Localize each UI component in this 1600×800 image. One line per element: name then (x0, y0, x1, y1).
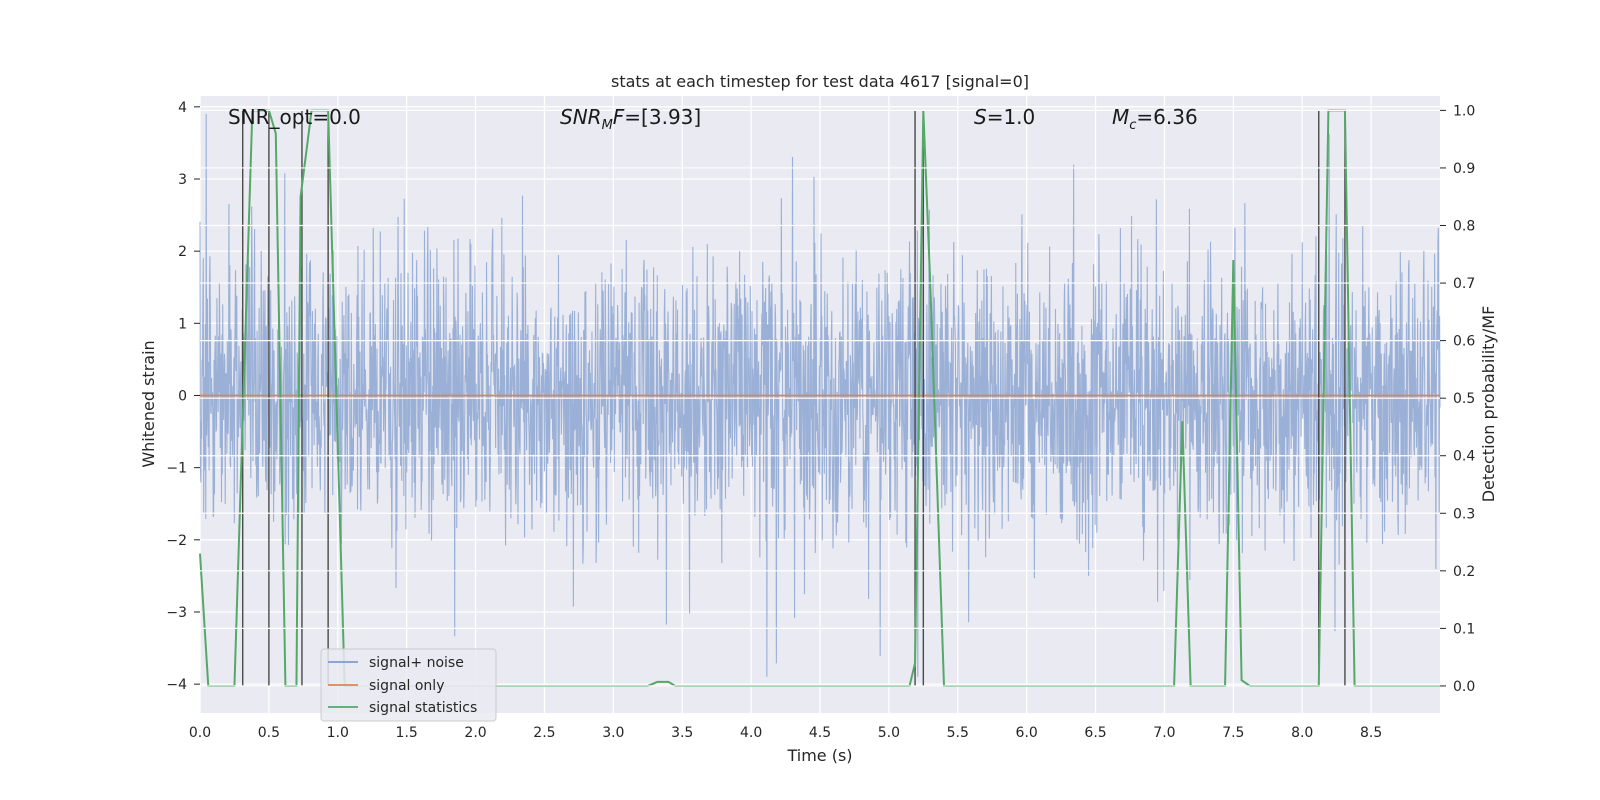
y2-tick-label: 0.9 (1453, 161, 1475, 177)
y-tick-label: −4 (166, 677, 187, 693)
y2-tick-label: 0.4 (1453, 449, 1475, 465)
y2-tick-label: 1.0 (1453, 103, 1475, 119)
x-tick-label: 1.0 (327, 725, 349, 741)
legend-label-signal-only: signal only (369, 678, 444, 694)
legend-label-signal-noise: signal+ noise (369, 655, 464, 671)
x-tick-label: 2.5 (533, 725, 555, 741)
y-tick-label: −3 (166, 605, 187, 621)
y2-tick-label: 0.8 (1453, 219, 1475, 235)
x-tick-label: 7.0 (1153, 725, 1175, 741)
y-tick-label: 2 (178, 244, 187, 260)
x-tick-label: 3.5 (671, 725, 693, 741)
y-tick-label: 0 (178, 388, 187, 404)
x-tick-label: 1.5 (396, 725, 418, 741)
chart-title: stats at each timestep for test data 461… (611, 72, 1029, 91)
legend-box (320, 648, 497, 722)
y2-tick-label: 0.6 (1453, 334, 1475, 350)
x-tick-label: 4.5 (809, 725, 831, 741)
series-signal-noise (199, 114, 1441, 677)
y2-grid (200, 109, 1440, 687)
x-tick-label: 5.0 (878, 725, 900, 741)
y2-tick-label: 0.3 (1453, 506, 1475, 522)
axis-ticks: 0.0 0.5 1.0 1.5 2.0 2.5 3.0 3.5 4.0 4.5 5.0 5.5 6.0 6… (166, 100, 1475, 741)
y-tick-label: −2 (166, 533, 187, 549)
x-tick-label: 7.5 (1222, 725, 1244, 741)
x-tick-label: 5.5 (947, 725, 969, 741)
y2-tick-label: 0.7 (1453, 276, 1475, 292)
x-tick-label: 8.5 (1360, 725, 1382, 741)
y-tick-label: −1 (166, 461, 187, 477)
x-tick-label: 8.0 (1291, 725, 1313, 741)
y-axis-label: Whitened strain (139, 340, 158, 467)
x-tick-label: 6.5 (1084, 725, 1106, 741)
legend: signal+ noise signal only signal statist… (320, 648, 497, 722)
legend-label-signal-statistics: signal statistics (369, 700, 477, 716)
y2-tick-label: 0.1 (1453, 621, 1475, 637)
annotation-s: S=1.0 (974, 105, 1035, 129)
annotation-mc: Mc=6.36 (1112, 105, 1198, 133)
x-tick-label: 4.0 (740, 725, 762, 741)
x-tick-label: 2.0 (464, 725, 486, 741)
signal-noise-line (199, 114, 1441, 677)
x-tick-label: 0.0 (189, 725, 211, 741)
x-tick-label: 3.0 (602, 725, 624, 741)
x-tick-label: 6.0 (1016, 725, 1038, 741)
y-tick-label: 1 (178, 316, 187, 332)
y-tick-label: 3 (178, 172, 187, 188)
x-tick-label: 0.5 (258, 725, 280, 741)
y2-tick-label: 0.2 (1453, 564, 1475, 580)
x-axis-label: Time (s) (786, 746, 852, 765)
y2-axis-label: Detection probability/MF (1479, 306, 1498, 503)
y2-tick-label: 0.5 (1453, 391, 1475, 407)
y2-tick-label: 0.0 (1453, 679, 1475, 695)
y-tick-label: 4 (178, 100, 187, 116)
annotation-snr-mf: SNRMF=[3.93] (560, 105, 701, 133)
annotation-snr-opt: SNR_opt=0.0 (228, 105, 361, 129)
